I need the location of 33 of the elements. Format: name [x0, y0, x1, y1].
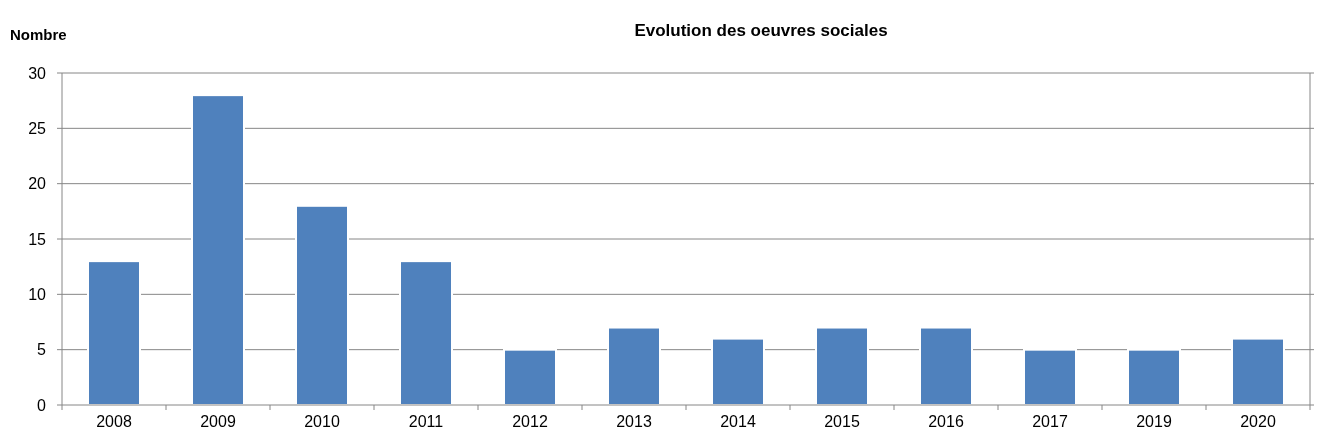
- x-tick-label: 2012: [512, 413, 548, 430]
- x-tick-label: 2017: [1032, 413, 1068, 430]
- x-tick-label: 2020: [1240, 413, 1276, 430]
- bar: [191, 94, 245, 406]
- bar: [815, 326, 869, 406]
- x-tick-label: 2013: [616, 413, 652, 430]
- x-tick-label: 2010: [304, 413, 340, 430]
- x-tick-label: 2019: [1136, 413, 1172, 430]
- bar: [399, 260, 453, 406]
- bar: [1127, 348, 1181, 406]
- x-tick-label: 2015: [824, 413, 860, 430]
- x-tick-label: 2011: [408, 413, 444, 430]
- y-tick-label: 20: [28, 175, 47, 193]
- bar: [503, 348, 557, 406]
- y-tick-label: 0: [37, 396, 47, 414]
- bar: [1231, 337, 1285, 406]
- y-tick-label: 25: [28, 119, 47, 137]
- chart-title: Evolution des oeuvres sociales: [634, 21, 888, 40]
- bar: [711, 337, 765, 406]
- bar: [607, 326, 661, 406]
- bar: [295, 204, 349, 406]
- y-axis-title: Nombre: [10, 26, 67, 43]
- bar: [1023, 348, 1077, 406]
- x-tick-label: 2014: [720, 413, 756, 430]
- bar: [87, 260, 141, 406]
- x-tick-label: 2009: [200, 413, 236, 430]
- y-tick-label: 10: [28, 285, 47, 303]
- y-tick-label: 15: [28, 230, 47, 248]
- bar: [919, 326, 973, 406]
- y-tick-label: 30: [28, 64, 47, 82]
- x-tick-label: 2016: [928, 413, 964, 430]
- y-tick-label: 5: [37, 341, 47, 359]
- x-tick-label: 2008: [96, 413, 132, 430]
